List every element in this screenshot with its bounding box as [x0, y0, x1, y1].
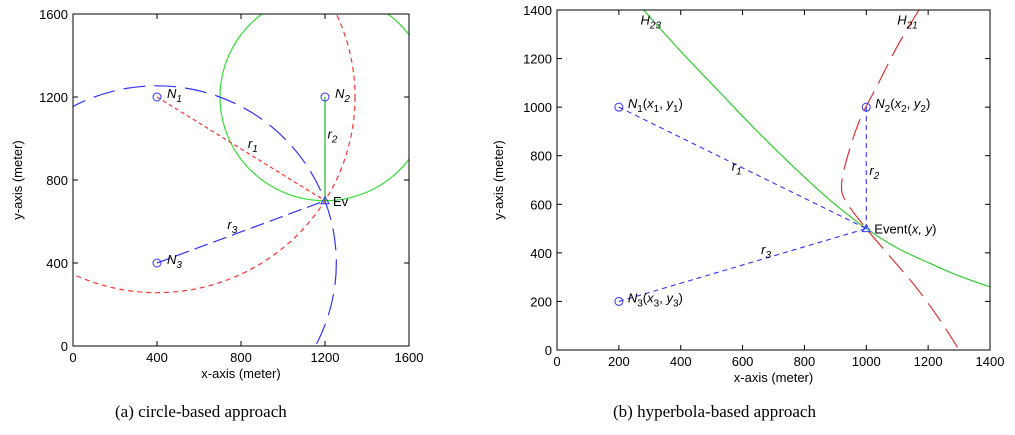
x-tick-label-b-4: 800 — [794, 354, 816, 369]
y-tick-label-b-5: 1000 — [523, 100, 552, 115]
node-label-1: N1 — [167, 86, 182, 105]
y-tick-label-b-7: 1400 — [523, 3, 552, 18]
x-tick-label-b-5: 1000 — [852, 354, 881, 369]
y-tick-label-b-3: 600 — [530, 197, 552, 212]
event-label: Ev — [333, 194, 349, 209]
x-tick-label-a-0: 0 — [69, 350, 76, 365]
x-tick-label-b-3: 600 — [732, 354, 754, 369]
range-label-1: r1 — [248, 136, 258, 155]
node-label-b-3: N3(x3, y3) — [628, 290, 683, 309]
range-line-b-1 — [618, 106, 867, 230]
axes-box-a — [72, 13, 410, 347]
hyperbola-label-2: H21 — [897, 13, 918, 32]
y-axis-label-b: y-axis (meter) — [491, 140, 506, 219]
x-tick-label-b-0: 0 — [553, 354, 560, 369]
x-tick-label-b-7: 1400 — [976, 354, 1005, 369]
y-tick-label-b-1: 200 — [530, 294, 552, 309]
caption-b: (b) hyperbola-based approach — [613, 402, 816, 421]
node-label-2: N2 — [335, 86, 350, 105]
range-label-b-3: r3 — [761, 242, 771, 261]
x-tick-label-a-2: 800 — [230, 350, 252, 365]
y-tick-label-b-0: 0 — [545, 343, 552, 358]
panel-b-hyperbola-chart: N1(x1, y1) N2(x2, y2) N3(x3, y3) Event(x, y… — [491, 3, 1004, 385]
x-tick-label-a-4: 1600 — [395, 350, 424, 365]
range-label-3: r3 — [227, 217, 237, 236]
plot-area-b — [618, 10, 990, 350]
axes-box-b — [556, 9, 991, 351]
range-line-b-3 — [618, 228, 867, 302]
node-label-b-2: N2(x2, y2) — [875, 96, 930, 115]
y-tick-label-a-4: 1600 — [39, 7, 68, 22]
y-axis-label-a: y-axis (meter) — [10, 140, 25, 219]
range-line-3 — [156, 200, 326, 264]
range-label-b-1: r1 — [732, 158, 742, 177]
y-tick-label-a-3: 1200 — [39, 90, 68, 105]
range-circle-3 — [73, 85, 337, 346]
panel-a-circle-chart: N1 N2 N3 Ev r1 r2 r3 0 400 800 1200 1600 0 400 800 1200… — [10, 7, 424, 381]
x-axis-label-a: x-axis (meter) — [201, 366, 280, 381]
y-tick-label-b-2: 400 — [530, 246, 552, 261]
node-label-3: N3 — [167, 252, 182, 271]
hyperbola-label-1: H23 — [641, 13, 662, 32]
node-marker-b-1 — [614, 102, 624, 112]
x-tick-label-b-1: 200 — [608, 354, 630, 369]
y-tick-label-b-6: 1200 — [523, 52, 552, 67]
x-tick-label-b-6: 1200 — [914, 354, 943, 369]
hyperbola-H21 — [840, 10, 960, 350]
y-tick-label-a-2: 800 — [46, 173, 68, 188]
x-tick-label-a-1: 400 — [146, 350, 168, 365]
node-marker-b-3 — [614, 296, 624, 306]
range-label-b-2: r2 — [869, 163, 879, 182]
x-tick-label-b-2: 400 — [670, 354, 692, 369]
y-tick-label-a-1: 400 — [46, 256, 68, 271]
caption-a: (a) circle-based approach — [115, 402, 287, 421]
x-tick-label-a-3: 1200 — [311, 350, 340, 365]
node-marker-2 — [320, 92, 330, 102]
plot-area-a — [73, 14, 409, 346]
range-circle-1 — [73, 14, 356, 294]
y-tick-label-a-0: 0 — [61, 339, 68, 354]
range-label-2: r2 — [328, 127, 338, 146]
node-marker-1 — [152, 92, 162, 102]
node-marker-3 — [152, 258, 162, 268]
x-axis-label-b: x-axis (meter) — [734, 370, 813, 385]
node-marker-b-2 — [861, 102, 871, 112]
hyperbola-H23 — [643, 10, 990, 288]
node-label-b-1: N1(x1, y1) — [628, 96, 683, 115]
event-marker-b — [861, 223, 872, 233]
event-marker — [320, 195, 330, 205]
y-tick-label-b-4: 800 — [530, 149, 552, 164]
event-label-b: Event(x, y) — [874, 222, 936, 237]
range-line-1 — [156, 96, 326, 202]
